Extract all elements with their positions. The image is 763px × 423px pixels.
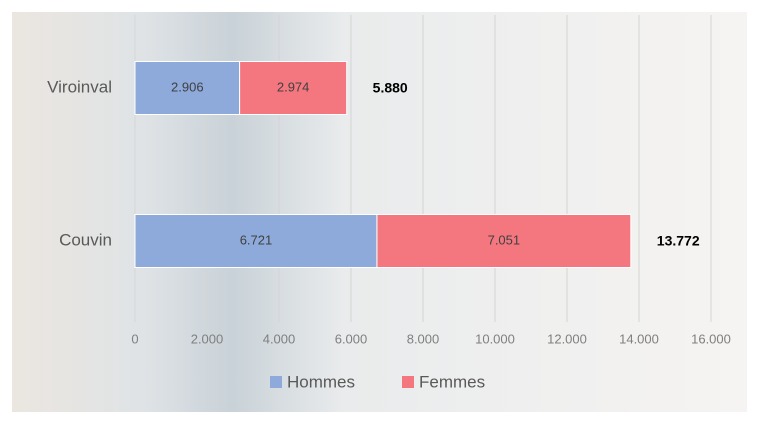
legend-swatch xyxy=(402,376,414,388)
y-tick-label: Couvin xyxy=(59,230,112,249)
bar-segment xyxy=(134,214,378,268)
x-tick-label: 8.000 xyxy=(407,331,440,346)
x-tick-label: 14.000 xyxy=(619,331,659,346)
total-label: 13.772 xyxy=(657,233,700,249)
bar-segment xyxy=(134,61,241,115)
legend-label: Femmes xyxy=(419,372,485,391)
legend-swatch xyxy=(270,376,282,388)
total-label: 5.880 xyxy=(373,80,408,96)
x-tick-label: 12.000 xyxy=(547,331,587,346)
x-tick-label: 16.000 xyxy=(691,331,731,346)
data-label: 2.974 xyxy=(277,79,310,94)
bar-segment xyxy=(239,61,348,115)
y-tick-label: Viroinval xyxy=(47,77,112,96)
data-label: 6.721 xyxy=(240,232,273,247)
x-tick-label: 2.000 xyxy=(191,331,224,346)
x-tick-label: 6.000 xyxy=(335,331,368,346)
data-label: 2.906 xyxy=(171,79,204,94)
x-tick-label: 0 xyxy=(131,331,138,346)
x-tick-label: 4.000 xyxy=(263,331,296,346)
data-label: 7.051 xyxy=(488,232,521,247)
legend-label: Hommes xyxy=(287,372,355,391)
x-tick-label: 10.000 xyxy=(475,331,515,346)
photo-background xyxy=(12,12,747,412)
bar-segment xyxy=(376,214,632,268)
